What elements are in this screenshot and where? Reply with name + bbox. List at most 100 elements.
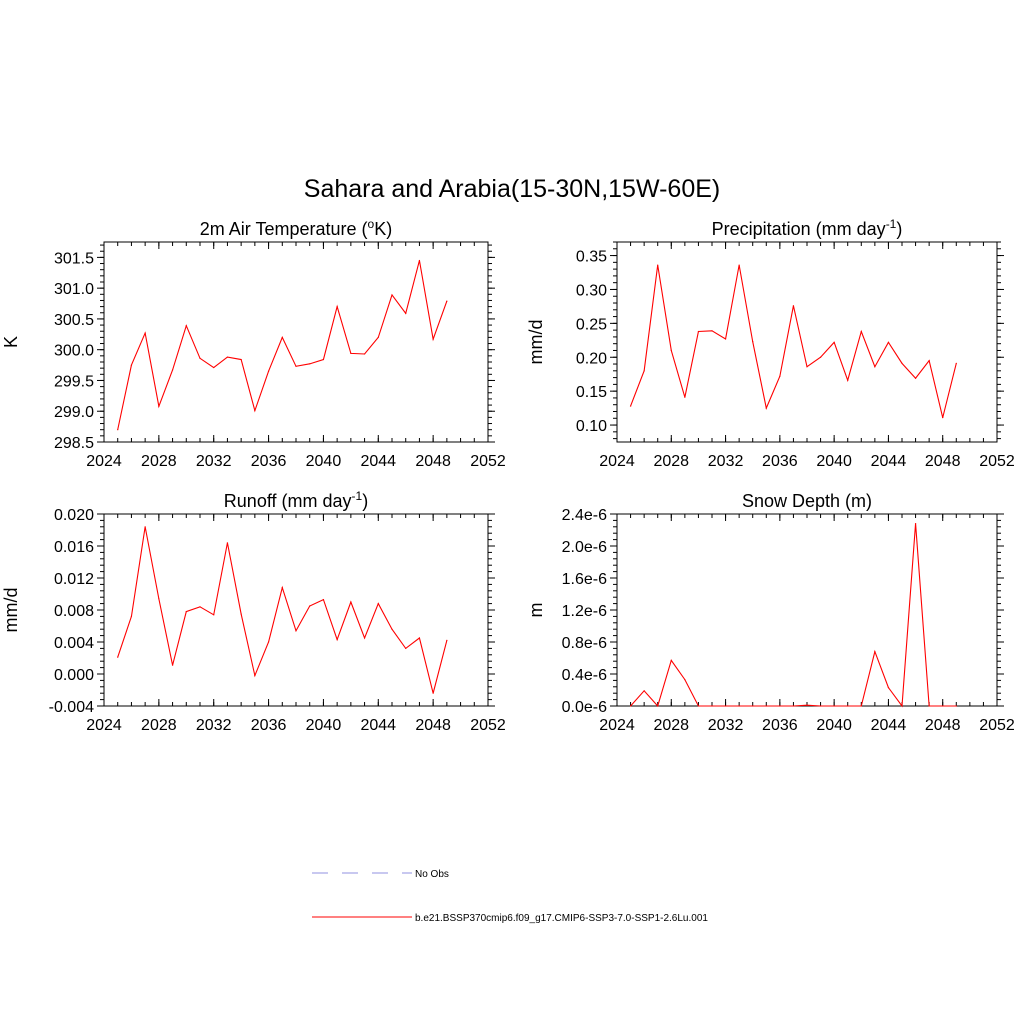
panel-title-tail: K) [374,219,392,239]
data-point [901,362,903,364]
panel-title: 2m Air Temperature (oK) [200,217,392,239]
data-point [697,330,700,333]
data-point [213,366,215,369]
y-tick-label: 0.15 [576,384,607,401]
data-point [657,705,659,707]
y-tick-label: 2.0e-6 [562,539,607,556]
data-point [928,360,930,362]
data-point [240,613,242,615]
chart-panel-2: 2024 2028 2032 2036 2040 2044 2048 2052 0.10 0.15… [526,217,1015,470]
data-point [711,330,713,332]
y-tick-label: 1.6e-6 [562,571,607,588]
y-tick-label: 0.4e-6 [562,667,607,684]
data-point [144,332,146,334]
chart-panel-1: 2024 2028 2032 2036 2040 2044 2048 2052 298.5 299… [1,217,506,470]
data-point [240,358,242,361]
data-point [724,705,727,707]
panel-title-superscript: -1 [886,217,897,231]
x-tick-label: 2052 [470,717,506,734]
data-point [418,637,421,639]
x-tick-label: 2044 [871,717,907,734]
x-tick-label: 2024 [599,717,635,734]
data-point [792,305,795,307]
y-tick-label: 300.0 [54,343,94,360]
x-tick-label: 2040 [306,453,342,470]
y-tick-label: 299.0 [54,404,94,421]
x-tick-label: 2032 [708,453,744,470]
data-point [724,338,727,340]
data-point [158,405,160,407]
data-point [874,366,876,368]
data-point [226,356,229,358]
data-point [117,656,119,658]
panel-title-text: 2m Air Temperature ( [200,219,368,239]
data-point [336,306,338,308]
data-point [657,264,659,266]
panel-title-superscript: o [368,217,375,231]
data-point [391,294,393,296]
data-point [446,300,448,302]
data-point [901,705,903,707]
x-tick-label: 2032 [196,717,232,734]
series-line [117,260,448,430]
panel-title: Precipitation (mm day-1) [712,217,903,239]
data-point [309,605,311,607]
data-point [887,341,890,343]
y-tick-label: 0.004 [54,635,94,652]
x-tick-label: 2048 [925,453,961,470]
y-tick-label: 0.25 [576,316,607,333]
data-point [281,587,283,589]
data-point [144,526,146,528]
data-point [171,369,174,371]
y-tick-label: 301.5 [54,250,94,267]
data-point [418,259,421,262]
y-axis-label: mm/d [526,320,546,365]
x-tick-label: 2028 [141,453,177,470]
y-tick-label: 299.5 [54,373,94,390]
x-tick-label: 2024 [599,453,635,470]
data-point [254,410,256,412]
data-point [684,679,686,681]
data-point [322,599,325,601]
x-tick-label: 2028 [653,717,689,734]
x-tick-label: 2040 [816,717,852,734]
data-point [117,429,119,431]
data-point [847,705,849,707]
data-point [185,325,187,327]
data-point [806,366,808,368]
data-point [446,639,448,642]
data-point [738,264,740,266]
data-point [942,705,944,707]
data-point [942,416,944,419]
y-tick-label: 0.008 [54,603,94,620]
data-point [405,647,407,650]
data-point [377,336,379,338]
chart-panel-4: 2024 2028 2032 2036 2040 2044 2048 2052 0.0e-6 0.… [526,491,1015,734]
y-tick-label: 0.020 [54,507,94,524]
x-tick-label: 2052 [979,717,1015,734]
y-axis-label: mm/d [1,588,21,633]
x-tick-label: 2040 [816,453,852,470]
x-tick-label: 2028 [141,717,177,734]
data-point [887,687,890,689]
data-point [819,356,822,358]
data-point [928,705,930,707]
data-point [281,336,283,338]
data-point [629,705,632,707]
data-point [377,603,379,605]
x-tick-label: 2036 [251,717,287,734]
data-point [295,365,297,367]
data-point [833,705,835,707]
data-point [711,705,713,707]
data-point [697,705,700,707]
y-tick-label: 2.4e-6 [562,507,607,524]
data-point [432,692,434,694]
y-tick-label: 298.5 [54,435,94,452]
y-tick-label: 0.8e-6 [562,635,607,652]
y-tick-label: 0.30 [576,282,607,299]
data-point [130,615,133,618]
data-point [199,606,201,608]
x-tick-label: 2044 [360,453,396,470]
x-tick-label: 2048 [415,453,451,470]
